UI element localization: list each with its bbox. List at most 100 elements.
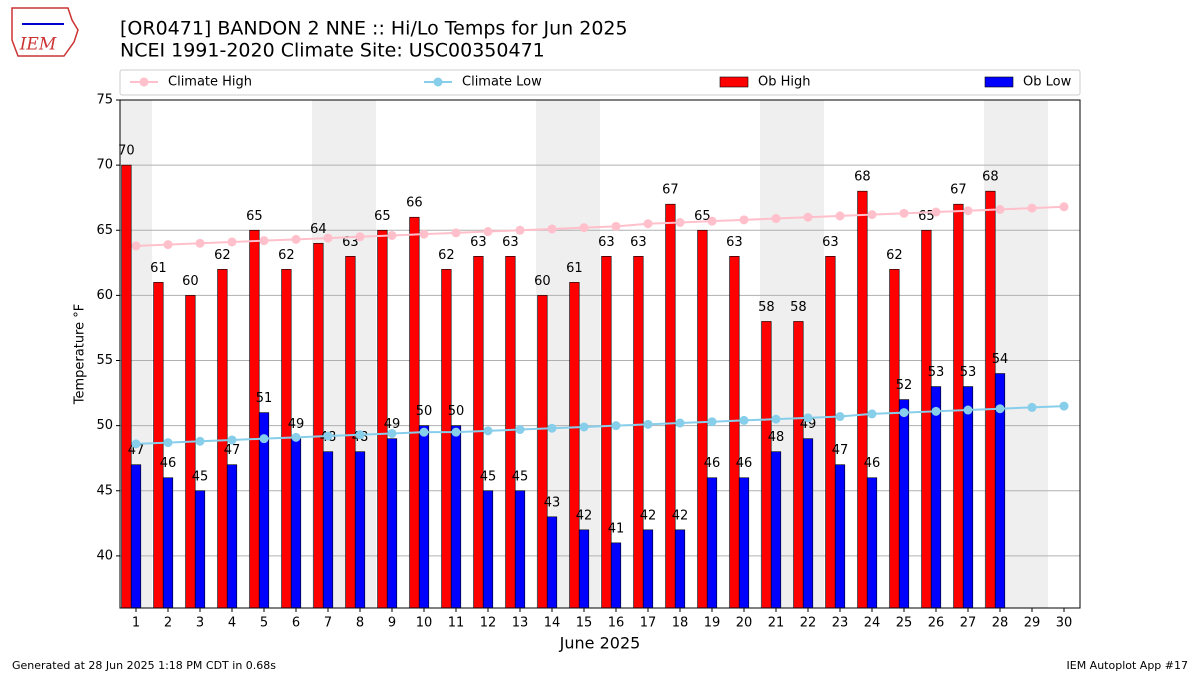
bar bbox=[537, 295, 548, 609]
value-label: 70 bbox=[118, 144, 135, 159]
bar bbox=[226, 464, 238, 609]
x-tick-label: 10 bbox=[416, 616, 433, 631]
bar bbox=[569, 282, 580, 609]
legend-swatch bbox=[719, 76, 749, 88]
bar bbox=[441, 269, 452, 609]
x-tick-label: 3 bbox=[196, 616, 204, 631]
legend-swatch bbox=[984, 76, 1014, 88]
y-tick-label: 65 bbox=[96, 223, 113, 238]
x-tick-label: 2 bbox=[164, 616, 172, 631]
bar bbox=[729, 256, 740, 609]
line-marker bbox=[739, 415, 749, 425]
chart-subtitle: NCEI 1991-2020 Climate Site: USC00350471 bbox=[120, 40, 545, 62]
value-label: 42 bbox=[576, 508, 593, 523]
value-label: 47 bbox=[224, 443, 241, 458]
y-tick-label: 75 bbox=[96, 93, 113, 108]
bar bbox=[953, 203, 964, 609]
line-marker bbox=[995, 404, 1005, 414]
x-tick-label: 25 bbox=[896, 616, 913, 631]
legend-label: Climate High bbox=[168, 75, 252, 90]
line-marker bbox=[707, 216, 717, 226]
value-label: 62 bbox=[438, 248, 455, 263]
line-marker bbox=[355, 430, 365, 440]
bar bbox=[450, 425, 462, 609]
bar bbox=[793, 321, 804, 609]
value-label: 62 bbox=[214, 248, 231, 263]
bar bbox=[610, 542, 622, 609]
x-tick-label: 22 bbox=[800, 616, 817, 631]
bar bbox=[482, 490, 494, 609]
x-tick-label: 4 bbox=[228, 616, 236, 631]
line-marker bbox=[547, 224, 557, 234]
line-marker bbox=[803, 212, 813, 222]
value-label: 65 bbox=[374, 209, 391, 224]
value-label: 53 bbox=[960, 365, 977, 380]
line-marker bbox=[995, 204, 1005, 214]
line-marker bbox=[643, 219, 653, 229]
line-marker bbox=[867, 409, 877, 419]
line-marker bbox=[131, 241, 141, 251]
value-label: 50 bbox=[416, 404, 433, 419]
x-tick-label: 9 bbox=[388, 616, 396, 631]
line-marker bbox=[291, 432, 301, 442]
value-label: 48 bbox=[768, 430, 785, 445]
value-label: 63 bbox=[630, 235, 647, 250]
bar bbox=[674, 529, 686, 609]
bar bbox=[185, 295, 196, 609]
legend-label: Climate Low bbox=[462, 75, 542, 90]
value-label: 65 bbox=[694, 209, 711, 224]
x-tick-label: 16 bbox=[608, 616, 625, 631]
bar bbox=[153, 282, 164, 609]
bar bbox=[866, 477, 878, 609]
x-tick-label: 20 bbox=[736, 616, 753, 631]
x-tick-label: 1 bbox=[132, 616, 140, 631]
logo-text: IEM bbox=[19, 35, 57, 55]
line-marker bbox=[963, 405, 973, 415]
line-marker bbox=[1059, 202, 1069, 212]
x-tick-label: 26 bbox=[928, 616, 945, 631]
value-label: 53 bbox=[928, 365, 945, 380]
x-tick-label: 19 bbox=[704, 616, 721, 631]
value-label: 60 bbox=[534, 274, 551, 289]
line-marker bbox=[195, 238, 205, 248]
line-marker bbox=[899, 208, 909, 218]
bar bbox=[857, 190, 868, 609]
x-tick-label: 12 bbox=[480, 616, 497, 631]
value-label: 49 bbox=[384, 417, 401, 432]
value-label: 63 bbox=[726, 235, 743, 250]
line-marker bbox=[131, 439, 141, 449]
line-marker bbox=[387, 230, 397, 240]
x-tick-label: 8 bbox=[356, 616, 364, 631]
value-label: 45 bbox=[480, 469, 497, 484]
line-marker bbox=[835, 211, 845, 221]
value-label: 62 bbox=[278, 248, 295, 263]
bar bbox=[985, 190, 996, 609]
bar bbox=[578, 529, 590, 609]
bar bbox=[697, 229, 708, 609]
line-marker bbox=[227, 237, 237, 247]
x-tick-label: 7 bbox=[324, 616, 332, 631]
x-tick-label: 29 bbox=[1024, 616, 1041, 631]
value-label: 62 bbox=[886, 248, 903, 263]
line-marker bbox=[579, 223, 589, 233]
y-tick-label: 40 bbox=[96, 548, 113, 563]
bar bbox=[665, 203, 676, 609]
legend-box bbox=[119, 69, 1081, 96]
logo: IEM bbox=[11, 7, 79, 57]
value-label: 54 bbox=[992, 352, 1009, 367]
x-tick-label: 14 bbox=[544, 616, 561, 631]
x-tick-label: 15 bbox=[576, 616, 593, 631]
line-marker bbox=[963, 206, 973, 216]
footer-left: Generated at 28 Jun 2025 1:18 PM CDT in … bbox=[12, 659, 276, 672]
line-marker bbox=[1027, 402, 1037, 412]
line-marker bbox=[515, 225, 525, 235]
bar bbox=[162, 477, 174, 609]
weekend-shade bbox=[1016, 100, 1048, 608]
line-marker bbox=[643, 419, 653, 429]
bar bbox=[834, 464, 846, 609]
value-label: 63 bbox=[598, 235, 615, 250]
line-marker bbox=[675, 418, 685, 428]
value-label: 52 bbox=[896, 378, 913, 393]
x-tick-label: 18 bbox=[672, 616, 689, 631]
line-marker bbox=[1027, 203, 1037, 213]
